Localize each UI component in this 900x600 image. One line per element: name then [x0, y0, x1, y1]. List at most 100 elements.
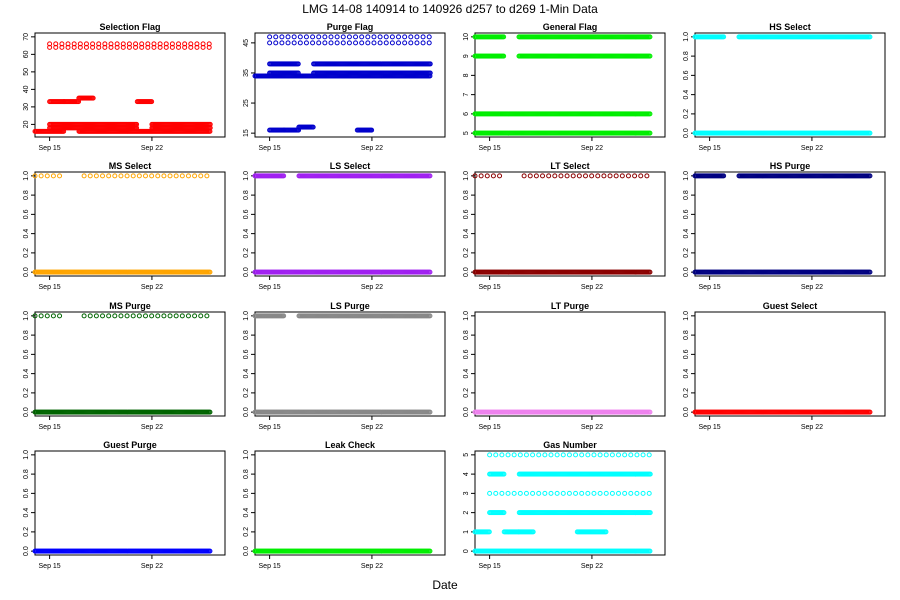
panel-title: MS Purge — [109, 301, 151, 311]
plot-frame — [694, 171, 886, 277]
y-tick-label: 0.2 — [243, 388, 250, 398]
y-tick-label: 0.8 — [243, 330, 250, 340]
data-point — [157, 41, 163, 47]
data-point — [420, 34, 426, 40]
data-point — [558, 173, 564, 179]
data-point — [161, 313, 167, 319]
x-tick-label: Sep 22 — [801, 424, 823, 431]
data-point — [647, 53, 653, 59]
x-tick-label: Sep 15 — [259, 145, 281, 152]
series-2 — [267, 61, 433, 67]
data-point — [136, 173, 142, 179]
data-point — [353, 34, 359, 40]
plot-frame — [254, 32, 446, 138]
series-1 — [32, 313, 210, 319]
figure-title: LMG 14-08 140914 to 140926 d257 to d269 … — [302, 2, 598, 16]
y-tick-label: 50 — [23, 68, 30, 76]
data-point — [100, 173, 106, 179]
x-tick-label: Sep 22 — [581, 424, 603, 431]
y-tick-label: 0.0 — [23, 267, 30, 277]
data-point — [155, 173, 161, 179]
data-point — [90, 41, 96, 47]
y-tick-label: 0.4 — [23, 369, 30, 379]
data-point — [297, 34, 303, 40]
data-point — [582, 173, 588, 179]
data-point — [93, 313, 99, 319]
data-point — [478, 173, 484, 179]
series-7 — [296, 124, 316, 130]
data-point — [369, 127, 375, 133]
panel-title: Guest Select — [763, 301, 818, 311]
y-tick-label: 0.6 — [683, 209, 690, 219]
y-tick-label: 45 — [243, 39, 250, 47]
data-point — [310, 34, 316, 40]
data-point — [427, 61, 433, 67]
y-tick-label: 3 — [463, 491, 470, 495]
data-point — [87, 313, 93, 319]
data-point — [402, 34, 408, 40]
data-point — [149, 99, 155, 105]
y-tick-label: 1.0 — [243, 450, 250, 460]
series-1 — [487, 510, 653, 516]
y-tick-label: 0.6 — [243, 349, 250, 359]
x-tick-label: Sep 15 — [259, 424, 281, 431]
data-point — [297, 40, 303, 46]
panel-title: LT Purge — [551, 301, 589, 311]
y-tick-label: 0.4 — [243, 369, 250, 379]
data-point — [427, 173, 433, 179]
x-tick-label: Sep 22 — [581, 563, 603, 570]
x-tick-label: Sep 22 — [361, 145, 383, 152]
data-point — [50, 313, 56, 319]
y-tick-label: 0.8 — [243, 469, 250, 479]
x-axis-label: Date — [432, 578, 458, 592]
data-point — [281, 173, 287, 179]
y-tick-label: 30 — [23, 103, 30, 111]
y-tick-label: 0.2 — [463, 248, 470, 258]
y-tick-label: 0.0 — [23, 546, 30, 556]
data-point — [198, 313, 204, 319]
data-point — [328, 40, 334, 46]
x-tick-label: Sep 15 — [699, 424, 721, 431]
series-0 — [32, 548, 213, 554]
series-8 — [354, 127, 375, 133]
x-tick-label: Sep 15 — [39, 145, 61, 152]
data-point — [185, 173, 191, 179]
y-tick-label: 0.8 — [23, 330, 30, 340]
data-point — [106, 313, 112, 319]
y-tick-label: 0.0 — [23, 407, 30, 417]
data-point — [149, 313, 155, 319]
y-tick-label: 0.4 — [683, 90, 690, 100]
data-point — [194, 41, 200, 47]
x-tick-label: Sep 22 — [361, 284, 383, 291]
y-tick-label: 0.8 — [23, 469, 30, 479]
y-tick-label: 1.0 — [23, 450, 30, 460]
data-point — [96, 41, 102, 47]
data-point — [484, 173, 490, 179]
y-tick-label: 1.0 — [683, 171, 690, 181]
data-point — [721, 34, 727, 40]
x-tick-label: Sep 15 — [479, 145, 501, 152]
y-tick-label: 0.4 — [683, 229, 690, 239]
data-point — [102, 41, 108, 47]
data-point — [169, 41, 175, 47]
series-0 — [692, 130, 873, 136]
series-5 — [47, 99, 67, 105]
y-tick-label: 0.0 — [683, 267, 690, 277]
panel-title: Guest Purge — [103, 440, 157, 450]
data-point — [173, 313, 179, 319]
data-point — [81, 313, 87, 319]
y-tick-label: 0.0 — [463, 267, 470, 277]
data-point — [100, 313, 106, 319]
data-point — [291, 40, 297, 46]
data-point — [200, 41, 206, 47]
data-point — [126, 41, 132, 47]
y-tick-label: 9 — [463, 54, 470, 58]
y-tick-label: 0.4 — [23, 229, 30, 239]
